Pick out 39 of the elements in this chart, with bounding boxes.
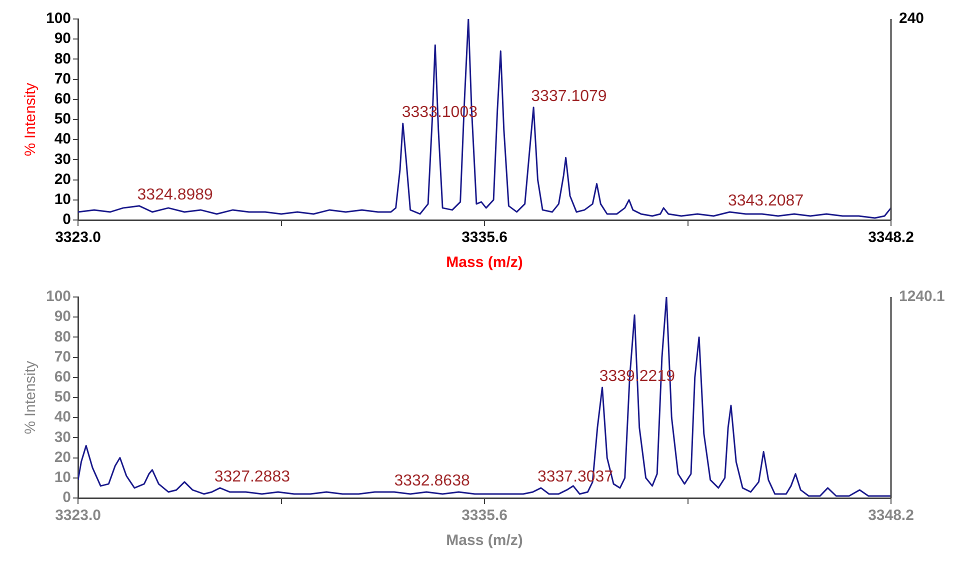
y-tick-label: 10 — [54, 191, 72, 208]
y-tick-label: 20 — [54, 448, 72, 466]
y-tick-label: 80 — [54, 50, 72, 68]
y-axis-title: % Intensity — [22, 82, 40, 156]
y-tick-label: 100 — [46, 10, 72, 28]
x-axis-title: Mass (m/z) — [446, 532, 523, 550]
text: 240 — [899, 10, 924, 28]
y-tick-label: 10 — [54, 469, 72, 486]
y-tick-label: 80 — [54, 328, 72, 346]
annotation: 3332.8638 — [394, 472, 470, 490]
x-tick-label: 3323.0 — [55, 507, 101, 524]
y-tick-label: 100 — [46, 288, 72, 306]
y-axis-title: % Intensity — [22, 360, 40, 434]
x-axis-title: Mass (m/z) — [446, 254, 523, 272]
y-tick-label: 30 — [54, 428, 72, 446]
x-tick-label: 3348.2 — [868, 507, 914, 524]
y-tick-label: 70 — [54, 348, 72, 366]
y-tick-label: 50 — [54, 388, 72, 406]
y-tick-label: 70 — [54, 70, 72, 88]
y-tick-label: 90 — [54, 30, 72, 48]
y-tick-label: 0 — [62, 489, 72, 506]
y-tick-label: 40 — [54, 130, 72, 148]
y-tick-label: 40 — [54, 408, 72, 426]
x-tick-label: 3335.6 — [462, 229, 508, 246]
annotation: 3324.8989 — [137, 186, 214, 204]
y-tick-label: 90 — [54, 308, 72, 326]
y-tick-label: 50 — [54, 110, 72, 128]
y-tick-label: 20 — [54, 170, 72, 188]
annotation: 3327.2883 — [214, 468, 290, 486]
text: 1240.1 — [899, 288, 945, 306]
x-tick-label: 3348.2 — [868, 229, 914, 246]
y-tick-label: 60 — [54, 368, 72, 386]
y-tick-label: 0 — [62, 211, 72, 228]
y-tick-label: 30 — [54, 150, 72, 168]
x-tick-label: 3323.0 — [55, 229, 101, 246]
annotation: 3337.1079 — [531, 88, 607, 105]
x-tick-label: 3335.6 — [462, 507, 508, 524]
y-tick-label: 60 — [54, 90, 72, 108]
annotation: 3343.2087 — [728, 192, 804, 210]
